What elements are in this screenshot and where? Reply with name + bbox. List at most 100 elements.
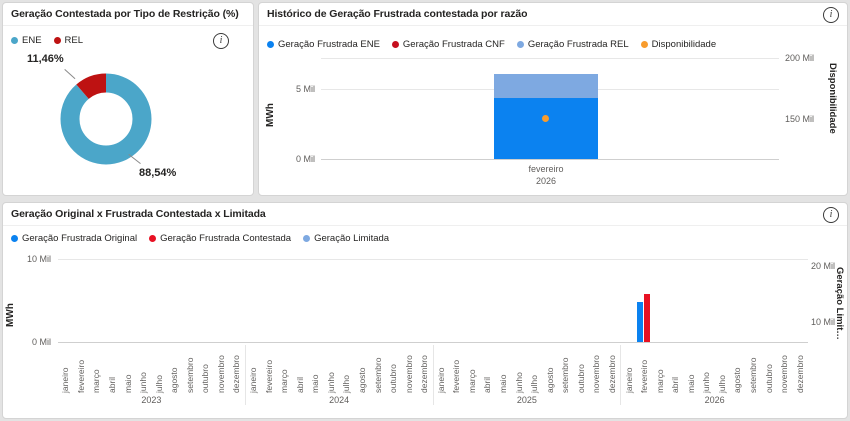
x-axis-month-label: maio (685, 374, 696, 393)
legend-label-ene: ENE (22, 35, 42, 46)
legend-item-limitada[interactable]: Geração Limitada (303, 233, 389, 244)
x-category-month: fevereiro (528, 164, 564, 174)
legend-item-frustrada-rel[interactable]: Geração Frustrada REL (516, 39, 629, 50)
y-axis-title: MWh (5, 303, 16, 327)
comparison-card: Geração Original x Frustrada Contestada … (2, 202, 848, 419)
y2-tick-200mil: 200 Mil (785, 53, 815, 63)
x-axis-month-label: dezembro (419, 355, 430, 393)
x-axis-month-label: janeiro (60, 367, 71, 393)
x-category-year: 2026 (535, 176, 557, 186)
x-axis-month-label: abril (670, 376, 681, 393)
x-axis-month-label: março (91, 369, 102, 393)
x-axis-month-label: maio (122, 374, 133, 393)
x-axis-month-label: abril (294, 376, 305, 393)
gridline-200mil (321, 58, 779, 59)
legend-item-disponibilidade[interactable]: Disponibilidade (640, 39, 717, 50)
legend-label-frustrada-rel: Geração Frustrada REL (527, 39, 629, 50)
donut-label-ene: 88,54% (139, 167, 177, 179)
x-axis-month-label: setembro (372, 357, 383, 393)
legend-dot-ene (11, 37, 18, 44)
y-tick-0mil: 0 Mil (295, 154, 315, 164)
bar-segment-rel[interactable] (494, 74, 598, 98)
donut-slice-rel[interactable] (60, 73, 152, 165)
donut-chart (60, 73, 152, 165)
donut-card-title: Geração Contestada por Tipo de Restrição… (11, 8, 239, 20)
y2-axis-title: Geração Limit… (834, 267, 845, 340)
gridline-10mil (58, 259, 808, 260)
year-group-2024: janeiro fevereiro março abril maio junho julho… (244, 345, 433, 405)
legend-item-frustrada-contestada[interactable]: Geração Frustrada Contestada (149, 233, 291, 244)
comparison-plot-area (58, 259, 808, 343)
donut-card: Geração Contestada por Tipo de Restrição… (2, 2, 254, 196)
y-tick-5mil: 5 Mil (295, 84, 315, 94)
months-row: janeiro fevereiro março abril maio junho julho… (246, 345, 433, 393)
x-axis-month-label: outubro (575, 364, 586, 393)
bar-frustrada-contestada-fev-2026[interactable] (644, 294, 650, 342)
donut-slice-ene[interactable] (60, 73, 152, 165)
x-axis-month-label: novembro (779, 355, 790, 393)
x-axis-month-label: fevereiro (263, 359, 274, 393)
legend-item-ene[interactable]: ENE (11, 35, 42, 46)
info-icon[interactable] (823, 207, 839, 223)
x-axis-month-label: fevereiro (451, 359, 462, 393)
y-tick-0mil: 0 Mil (31, 337, 51, 347)
legend-item-frustrada-original[interactable]: Geração Frustrada Original (11, 233, 137, 244)
x-axis-month-label: julho (341, 375, 352, 393)
comparison-card-title: Geração Original x Frustrada Contestada … (11, 208, 266, 220)
x-axis-month-label: agosto (356, 367, 367, 393)
y2-axis-title: Disponibilidade (827, 63, 838, 134)
x-axis-month-label: março (654, 369, 665, 393)
legend-item-frustrada-cnf[interactable]: Geração Frustrada CNF (391, 39, 505, 50)
x-axis-month-label: dezembro (794, 355, 805, 393)
history-plot-area (321, 58, 779, 160)
x-axis-month-label: julho (153, 375, 164, 393)
x-axis-month-label: janeiro (248, 367, 259, 393)
info-icon[interactable] (823, 7, 839, 23)
donut-legend: ENE REL (11, 35, 95, 46)
x-axis-month-label: junho (701, 372, 712, 393)
months-row: janeiro fevereiro março abril maio junho julho… (434, 345, 621, 393)
x-axis-month-label: julho (716, 375, 727, 393)
comparison-legend: Geração Frustrada Original Geração Frust… (11, 233, 401, 244)
x-axis-month-label: novembro (591, 355, 602, 393)
legend-item-rel[interactable]: REL (53, 35, 84, 46)
x-axis-month-label: julho (529, 375, 540, 393)
donut-card-header: Geração Contestada por Tipo de Restrição… (3, 3, 253, 26)
x-axis-month-label: fevereiro (639, 359, 650, 393)
x-axis-month-label: outubro (388, 364, 399, 393)
x-axis-month-label: junho (325, 372, 336, 393)
x-axis-month-label: março (466, 369, 477, 393)
history-legend: Geração Frustrada ENE Geração Frustrada … (267, 39, 728, 50)
year-group-2026: janeiro fevereiro março abril maio junho julho… (620, 345, 808, 405)
year-group-2025: janeiro fevereiro março abril maio junho julho… (432, 345, 621, 405)
legend-dot-frustrada-ene (267, 41, 274, 48)
info-icon[interactable] (213, 33, 229, 49)
bar-frustrada-original-fev-2026[interactable] (637, 302, 643, 342)
x-axis-month-label: agosto (544, 367, 555, 393)
x-axis-month-label: junho (513, 372, 524, 393)
x-axis-month-label: janeiro (623, 367, 634, 393)
months-row: janeiro fevereiro março abril maio junho julho… (621, 345, 808, 393)
donut-label-rel: 11,46% (27, 53, 64, 65)
legend-label-frustrada-original: Geração Frustrada Original (22, 233, 138, 244)
x-axis-year-label: 2024 (329, 395, 350, 405)
legend-label-limitada: Geração Limitada (314, 233, 390, 244)
x-axis-month-label: dezembro (231, 355, 242, 393)
x-axis-month-label: agosto (732, 367, 743, 393)
x-axis-month-label: outubro (763, 364, 774, 393)
x-axis-month-label: agosto (169, 367, 180, 393)
history-card-header: Histórico de Geração Frustrada contestad… (259, 3, 847, 26)
disponibilidade-point[interactable] (542, 115, 549, 122)
x-axis-month-label: maio (498, 374, 509, 393)
x-axis-month-label: abril (482, 376, 493, 393)
x-axis-month-label: março (279, 369, 290, 393)
legend-label-disponibilidade: Disponibilidade (651, 39, 717, 50)
x-axis-month-label: setembro (184, 357, 195, 393)
bar-segment-ene[interactable] (494, 98, 598, 159)
x-axis-month-label: janeiro (435, 367, 446, 393)
legend-label-rel: REL (64, 35, 84, 46)
x-axis-month-label: junho (138, 372, 149, 393)
legend-item-frustrada-ene[interactable]: Geração Frustrada ENE (267, 39, 380, 50)
legend-dot-frustrada-original (11, 235, 18, 242)
legend-dot-limitada (303, 235, 311, 242)
